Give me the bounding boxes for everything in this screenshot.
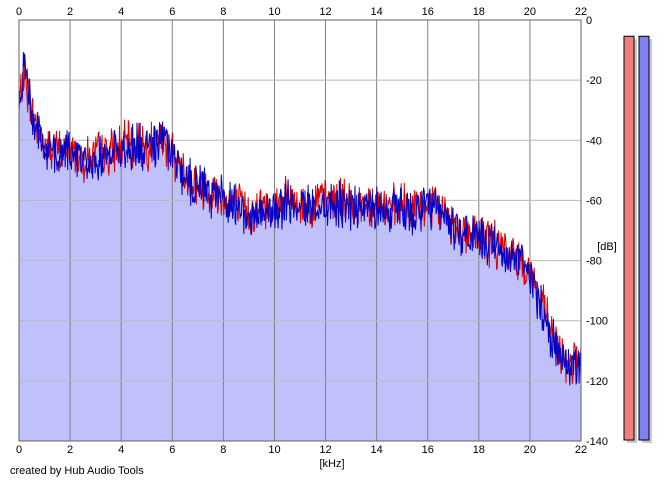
x-tick-label: 0 (16, 444, 22, 456)
y-tick-labels: 0 -20 -40 -60 -80 -100 -120 -140 (586, 15, 608, 448)
x-tick-label: 14 (371, 6, 383, 18)
x-tick-label: 12 (319, 444, 331, 456)
level-meter-left (623, 35, 635, 441)
credit-text: created by Hub Audio Tools (10, 465, 144, 477)
x-tick-label: 2 (67, 6, 73, 18)
x-tick-label: 10 (268, 444, 280, 456)
x-tick-label: 18 (473, 6, 485, 18)
level-meters (623, 35, 652, 444)
series-line-right (18, 52, 582, 386)
x-tick-label: 22 (575, 6, 587, 18)
y-axis-label: [dB] (597, 241, 617, 253)
x-tick-label: 20 (524, 6, 536, 18)
y-tick-label: -40 (586, 135, 602, 147)
y-tick-label: -80 (586, 256, 602, 268)
x-tick-label: 4 (118, 444, 124, 456)
spectrum-area (19, 52, 581, 441)
x-tick-label: 4 (118, 6, 124, 18)
x-tick-labels-top: 0 2 4 6 8 10 12 14 16 18 20 22 (16, 6, 587, 18)
y-tick-label: -60 (586, 195, 602, 207)
y-tick-label: 0 (586, 15, 592, 27)
x-axis-label: [kHz] (319, 458, 344, 470)
x-tick-label: 22 (575, 444, 587, 456)
x-tick-label: 20 (524, 444, 536, 456)
plot-frame (18, 19, 582, 442)
x-tick-label: 8 (220, 6, 226, 18)
level-meter-right (638, 35, 650, 441)
x-tick-labels-bottom: 0 2 4 6 8 10 12 14 16 18 20 22 (16, 444, 587, 456)
x-tick-label: 2 (67, 444, 73, 456)
spectrum-lines (18, 52, 582, 386)
y-tick-label: -140 (586, 436, 608, 448)
x-tick-label: 6 (169, 444, 175, 456)
x-tick-label: 12 (319, 6, 331, 18)
y-tick-label: -120 (586, 376, 608, 388)
x-tick-label: 8 (220, 444, 226, 456)
x-tick-label: 10 (268, 6, 280, 18)
x-tick-label: 0 (16, 6, 22, 18)
y-tick-label: -20 (586, 75, 602, 87)
x-tick-label: 14 (371, 444, 383, 456)
x-tick-label: 16 (422, 6, 434, 18)
x-tick-label: 6 (169, 6, 175, 18)
y-tick-label: -100 (586, 316, 608, 328)
plot-border (18, 19, 582, 442)
x-tick-label: 18 (473, 444, 485, 456)
spectrum-fill (19, 52, 581, 441)
x-tick-label: 16 (422, 444, 434, 456)
